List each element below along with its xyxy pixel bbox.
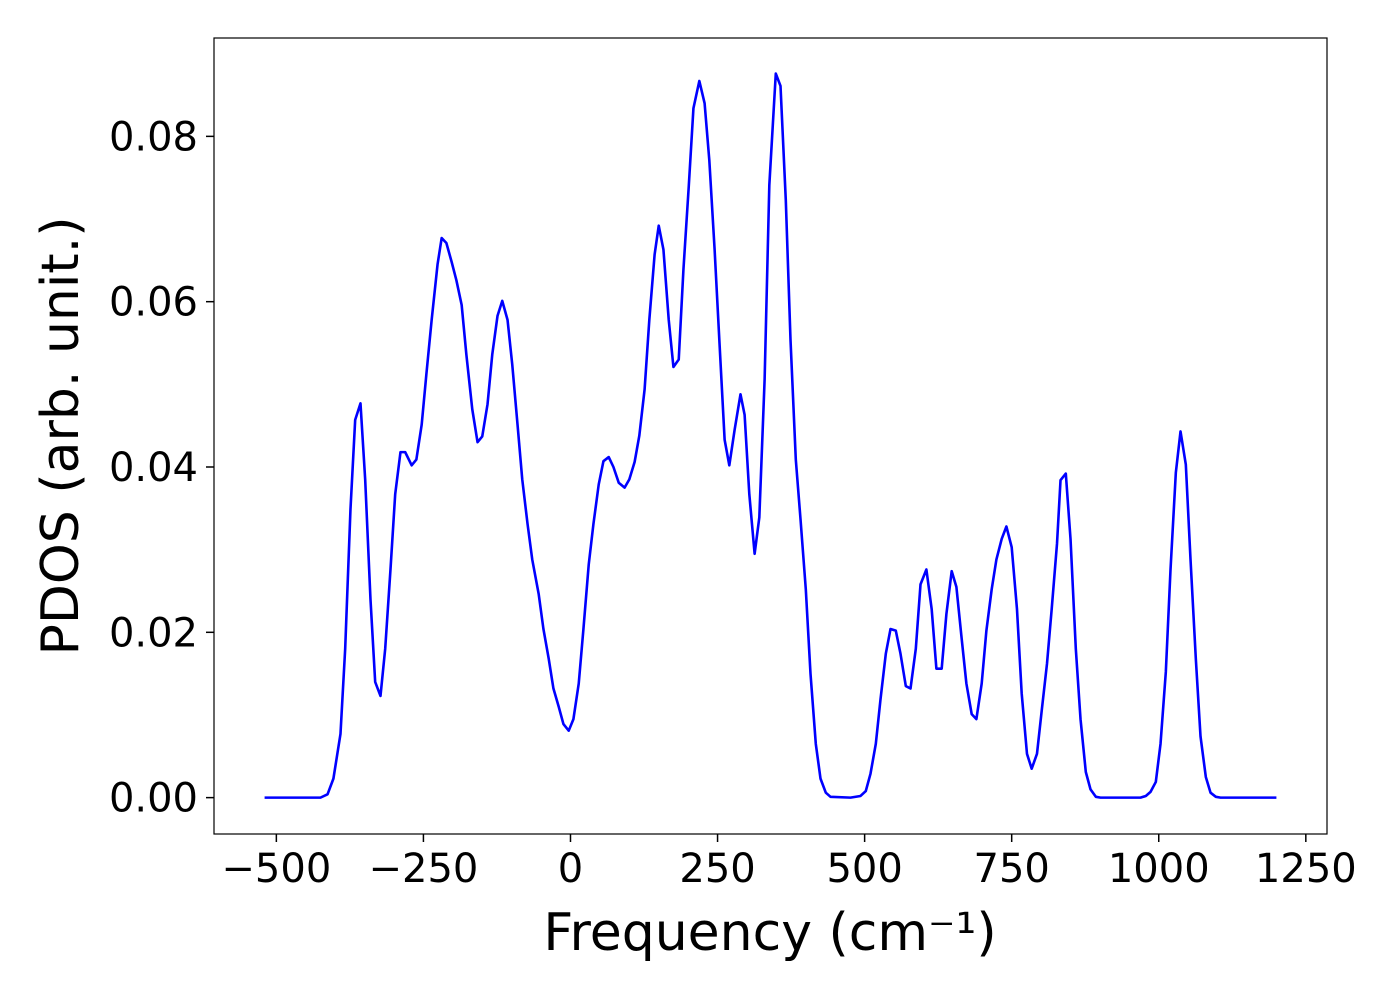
x-tick-label: 500: [826, 846, 902, 892]
y-tick-label: 0.00: [109, 776, 198, 822]
x-tick-label: 0: [558, 846, 583, 892]
y-tick-label: 0.02: [109, 610, 198, 656]
y-tick-label: 0.08: [109, 114, 198, 160]
x-tick-label: −500: [221, 846, 331, 892]
x-axis-label: Frequency (cm⁻¹): [543, 903, 996, 963]
x-tick-label: 1250: [1255, 846, 1357, 892]
y-tick-label: 0.06: [109, 280, 198, 326]
x-tick-label: 750: [974, 846, 1050, 892]
data-line: [264, 72, 1277, 799]
x-tick-label: −250: [368, 846, 478, 892]
y-axis-label: PDOS (arb. unit.): [31, 216, 91, 655]
x-tick-label: 250: [679, 846, 755, 892]
x-tick-label: 1000: [1108, 846, 1210, 892]
y-tick-label: 0.04: [109, 445, 198, 491]
plot-frame: [213, 37, 1328, 835]
